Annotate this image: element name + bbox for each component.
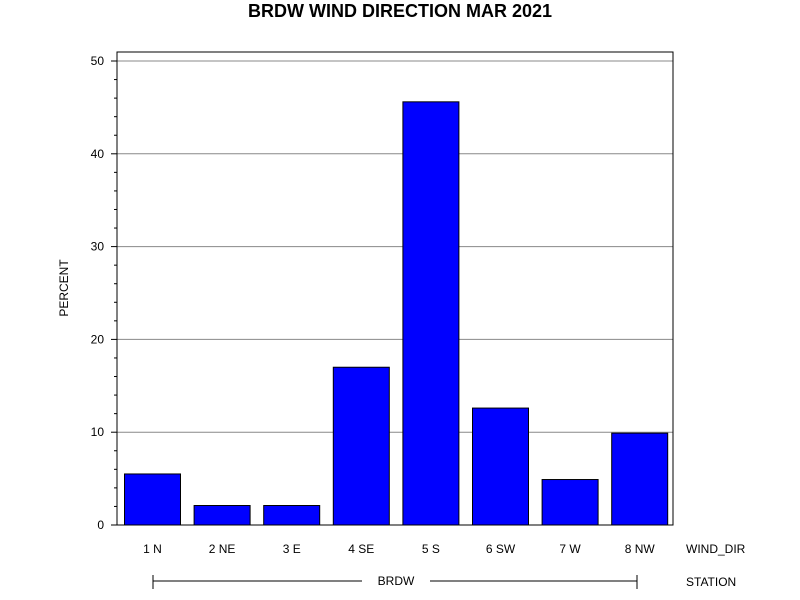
bars [124,101,669,526]
y-tick-label: 0 [97,518,104,532]
station-group-name: BRDW [378,574,415,588]
chart-title: BRDW WIND DIRECTION MAR 2021 [248,1,552,21]
x-tick-label: 8 NW [625,542,656,556]
x-tick-label: 3 E [283,542,301,556]
y-tick-label: 30 [91,240,105,254]
x-axis-tick-labels: 1 N 2 NE 3 E 4 SE 5 S 6 SW 7 W 8 NW [143,542,655,556]
x-axis-label: WIND_DIR [686,542,746,556]
bar [332,366,390,526]
x-tick-label: 6 SW [486,542,516,556]
bar [472,407,529,526]
bar [541,479,599,526]
bar [263,505,321,526]
gridlines [117,60,673,433]
x-tick-label: 2 NE [209,542,236,556]
bar [611,432,669,526]
bar [402,101,460,526]
y-tick-label: 50 [91,54,105,68]
station-group-axis: BRDW [152,574,638,589]
x-tick-label: 1 N [143,542,162,556]
y-tick-label: 20 [91,332,105,346]
bar [124,473,181,526]
x-tick-label: 4 SE [348,542,374,556]
y-tick-label: 40 [91,147,105,161]
y-axis-label: PERCENT [57,259,71,317]
station-axis-label: STATION [686,575,736,589]
y-tick-label: 10 [91,425,105,439]
bar [193,505,251,526]
plot-frame [116,51,674,526]
x-tick-label: 5 S [422,542,440,556]
x-tick-label: 7 W [559,542,581,556]
y-axis-ticks: 0 10 20 30 40 50 [91,54,117,532]
